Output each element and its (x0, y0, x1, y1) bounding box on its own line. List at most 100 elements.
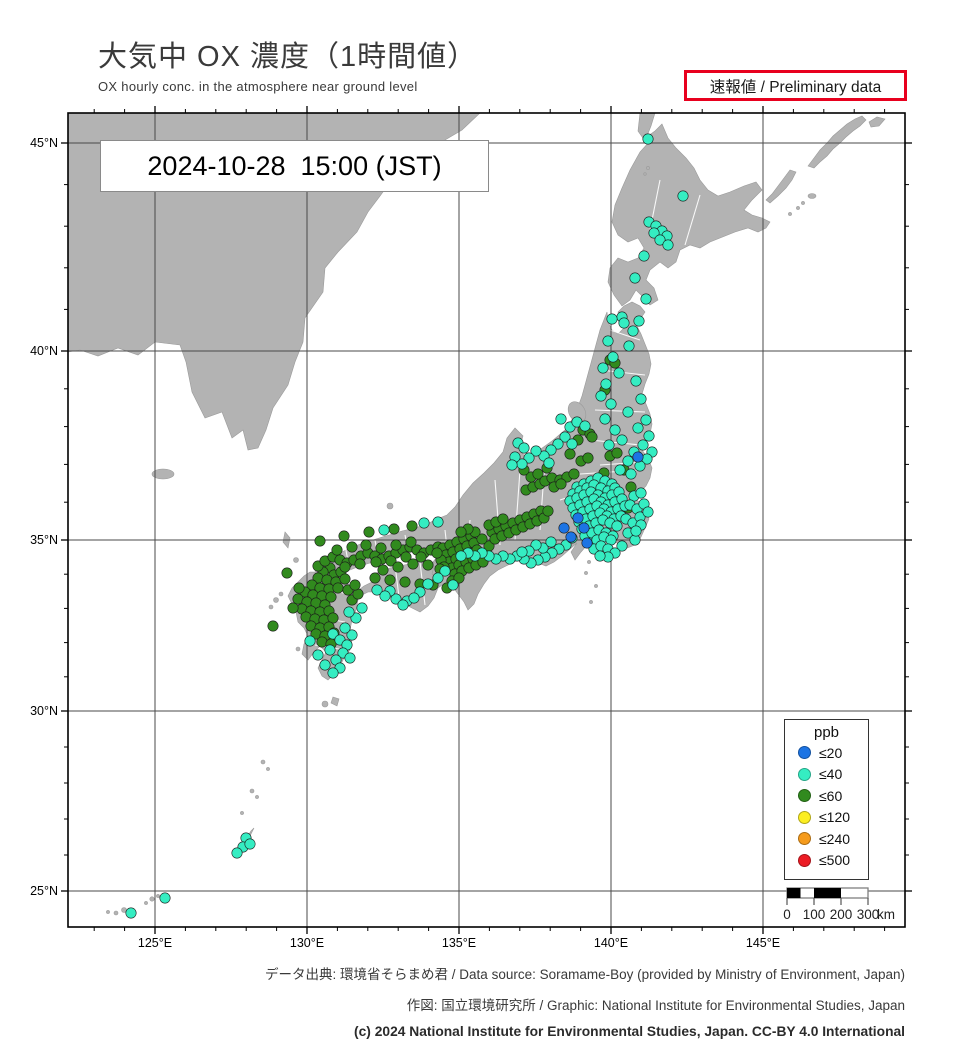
map-frame (67, 112, 906, 928)
island-habomai-3 (801, 201, 805, 205)
station-dot-le40 (356, 602, 368, 614)
station-dot-le60 (611, 447, 623, 459)
station-dot-le20 (578, 522, 590, 534)
station-dot-le40 (618, 317, 630, 329)
scalebar-segment (787, 888, 801, 898)
station-dot-le40 (327, 628, 339, 640)
station-dot-le60 (586, 431, 598, 443)
station-dot-le60 (325, 591, 337, 603)
lon-tick-label: 145°E (746, 936, 780, 950)
station-dot-le40 (312, 649, 324, 661)
island-goto-1 (273, 597, 279, 603)
station-dot-le60 (390, 539, 402, 551)
station-dot-le40 (594, 550, 606, 562)
page-subtitle: OX hourly conc. in the atmosphere near g… (98, 79, 418, 94)
station-dot-le60 (293, 582, 305, 594)
island-iki (293, 557, 299, 563)
station-dot-le60 (316, 636, 328, 648)
station-dot-le60 (375, 542, 387, 554)
footer-graphic-credit: 作図: 国立環境研究所 / Graphic: National Institut… (406, 998, 905, 1013)
island-miyako-3 (144, 901, 148, 905)
station-dot-le60 (476, 533, 488, 545)
island-izu-4 (594, 584, 598, 588)
station-dot-le40 (447, 579, 459, 591)
station-dot-le60 (360, 539, 372, 551)
station-dot-le40 (339, 622, 351, 634)
station-dot-le60 (400, 551, 412, 563)
station-dot-le40 (595, 390, 607, 402)
station-dot-le40 (455, 550, 467, 562)
station-dot-le40 (350, 612, 362, 624)
station-dot-le40 (616, 540, 628, 552)
station-dot-le40 (566, 438, 578, 450)
station-dot-le40 (614, 464, 626, 476)
station-dot-le40 (613, 367, 625, 379)
station-dot-le40 (523, 452, 535, 464)
legend-item-label: ≤240 (819, 830, 851, 847)
legend-item-label: ≤60 (819, 787, 843, 804)
legend: ppb ≤20 ≤40 ≤60 ≤120 ≤240 ≤500 (784, 719, 869, 880)
island-izu-2 (587, 560, 591, 564)
station-dot-le40 (609, 424, 621, 436)
island-ryukyu-5 (240, 811, 244, 815)
legend-row: ≤240 (785, 828, 868, 850)
island-koshiki (295, 646, 301, 652)
station-dot-le40 (642, 506, 654, 518)
station-dot-le60 (582, 452, 594, 464)
scalebar-label: 300 (857, 907, 880, 922)
timestamp-box: 2024-10-28 15:00 (JST) (100, 140, 489, 192)
station-dot-le60 (555, 478, 567, 490)
station-dot-le60 (431, 547, 443, 559)
lat-tick-label: 45°N (30, 136, 58, 150)
station-dot-le40 (555, 413, 567, 425)
station-dot-le40 (343, 606, 355, 618)
island-goto-2 (268, 604, 274, 610)
station-dot-le60 (281, 567, 293, 579)
station-dot-le40 (634, 460, 646, 472)
station-dot-le40 (643, 430, 655, 442)
station-dot-le60 (392, 561, 404, 573)
station-dot-le40 (640, 414, 652, 426)
station-dot-le60 (455, 526, 467, 538)
station-dot-le40 (637, 439, 649, 451)
station-dot-le40 (432, 516, 444, 528)
station-dot-le40 (422, 578, 434, 590)
lat-tick-label: 30°N (30, 704, 58, 718)
station-dot-le60 (388, 523, 400, 535)
station-dot-le60 (377, 564, 389, 576)
station-dot-le60 (568, 468, 580, 480)
station-dot-le40 (662, 239, 674, 251)
legend-row: ≤40 (785, 764, 868, 786)
station-dot-le60 (267, 620, 279, 632)
legend-row: ≤20 (785, 742, 868, 764)
station-dot-le60 (564, 448, 576, 460)
station-dot-le40 (629, 272, 641, 284)
station-dot-le60 (339, 573, 351, 585)
island-rishiri (646, 166, 650, 170)
station-dot-le60 (338, 530, 350, 542)
legend-row: ≤120 (785, 807, 868, 829)
island-jeju (151, 468, 175, 480)
station-dot-le40 (633, 315, 645, 327)
station-dot-le60 (339, 561, 351, 573)
station-dot-le40 (654, 234, 666, 246)
station-dot-le60 (331, 544, 343, 556)
page-title: 大気中 OX 濃度（1時間値） (98, 41, 478, 73)
legend-color-dot (798, 853, 811, 867)
legend-item-label: ≤20 (819, 744, 843, 761)
station-dot-le60 (453, 572, 465, 584)
station-dot-le40 (432, 572, 444, 584)
station-dot-le60 (327, 612, 339, 624)
station-dot-le40 (622, 406, 634, 418)
scalebar-segment (814, 888, 841, 898)
station-dot-le40 (545, 444, 557, 456)
station-dot-le40 (390, 593, 402, 605)
station-dot-le40 (552, 438, 564, 450)
station-dot-le60 (369, 572, 381, 584)
axis-ticks: 125°E 130°E 135°E 140°E 145°E 45°N 40°N 35°N 30°… (30, 106, 912, 950)
island-shikotan (807, 193, 817, 199)
station-dot-le40 (597, 362, 609, 374)
lon-tick-label: 125°E (138, 936, 172, 950)
island-rebun (643, 172, 647, 176)
station-dot-le40 (642, 133, 654, 145)
